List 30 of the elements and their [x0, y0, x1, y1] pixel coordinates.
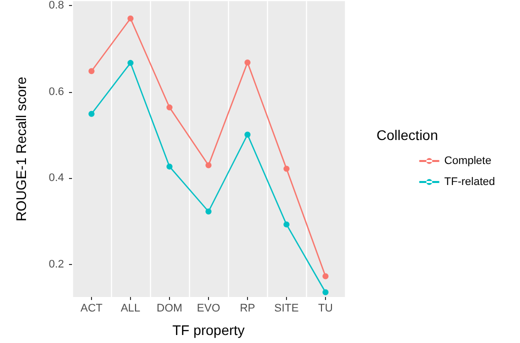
y-tick-label: 0.6 [48, 86, 64, 98]
legend-label: Complete [444, 155, 492, 167]
x-tick-label: TU [318, 302, 333, 314]
point [88, 110, 94, 117]
point [284, 221, 290, 228]
point [88, 68, 94, 74]
y-tick-label: 0.2 [48, 258, 64, 271]
legend-label: TF-related [444, 176, 496, 188]
y-tick-label: 0.8 [48, 0, 64, 12]
point [166, 104, 172, 110]
point [284, 166, 290, 172]
x-axis-title: TF property [172, 322, 245, 338]
point [244, 60, 250, 66]
x-tick-label: RP [240, 302, 256, 314]
x-tick-label: EVO [196, 302, 221, 314]
point [128, 15, 134, 22]
x-tick-label: SITE [274, 302, 299, 314]
point [166, 164, 172, 170]
y-axis-title: ROUGE-1 Recall score [13, 76, 29, 222]
x-tick-label: DOM [156, 302, 182, 314]
legend-title: Collection [376, 127, 438, 143]
point [322, 273, 328, 280]
point [322, 289, 328, 296]
point [206, 162, 212, 168]
x-tick-label: ALL [120, 302, 140, 314]
y-tick-label: 0.4 [48, 172, 64, 184]
x-tick-label: ACT [80, 302, 103, 314]
point [206, 208, 212, 214]
point [244, 132, 250, 138]
point [128, 60, 134, 66]
